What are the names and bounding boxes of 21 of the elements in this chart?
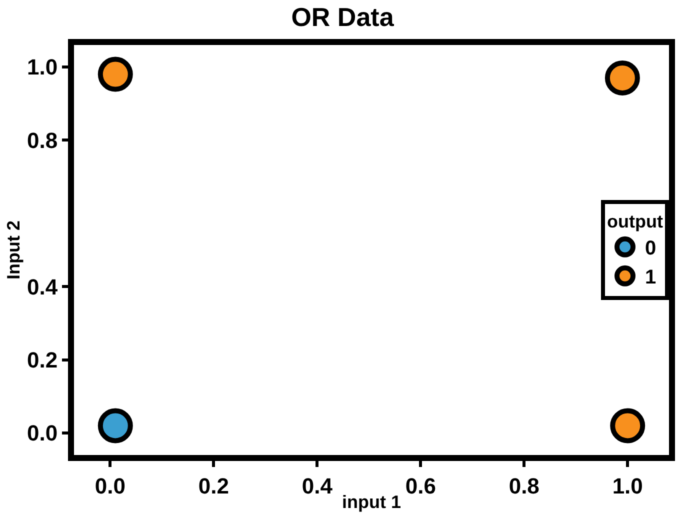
point — [98, 408, 133, 444]
x-tick-label: 1.0 — [612, 473, 643, 498]
y-tick-label: 0.2 — [27, 348, 58, 373]
y-tick-label: 0.0 — [27, 420, 58, 446]
legend-label: 1 — [645, 266, 656, 289]
x-tick-label: 0.0 — [94, 473, 126, 498]
legend-label: 0 — [645, 238, 656, 260]
legend-title: output — [607, 211, 663, 232]
chart-title: OR Data — [291, 2, 394, 32]
x-tick-label: 0.6 — [405, 473, 436, 498]
x-axis-title: input 1 — [342, 492, 401, 512]
y-axis-title: Input 2 — [4, 220, 24, 280]
x-tick-label: 0.4 — [302, 473, 334, 498]
x-tick-label: 0.2 — [198, 473, 229, 498]
point — [610, 408, 646, 444]
point — [98, 56, 133, 92]
x-tick-label: 0.8 — [508, 473, 540, 498]
y-tick-label: 0.4 — [27, 274, 58, 300]
y-tick-label: 0.8 — [27, 128, 58, 153]
point — [604, 60, 640, 96]
y-tick-label: 1.0 — [27, 54, 58, 80]
